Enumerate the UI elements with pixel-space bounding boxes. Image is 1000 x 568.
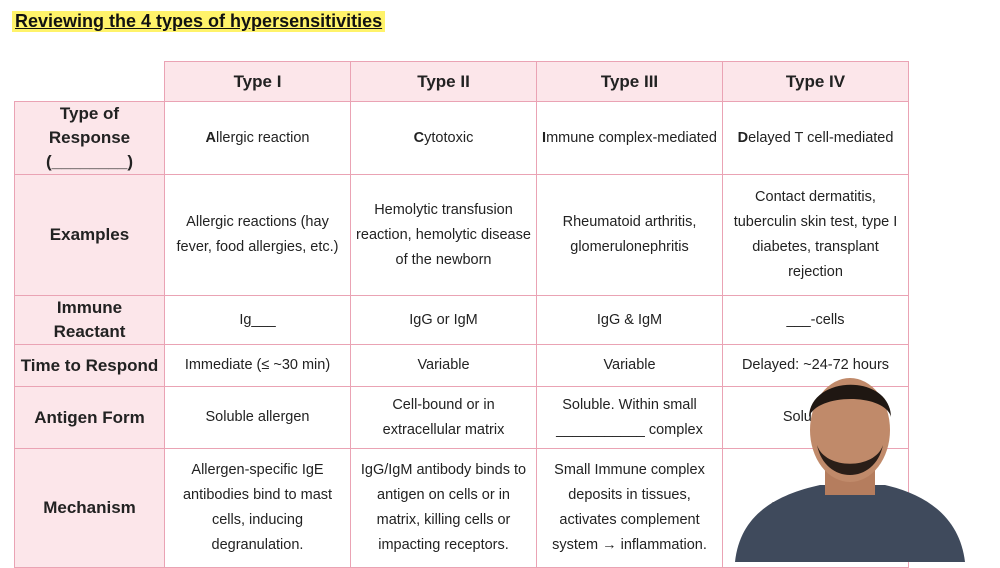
table-cell: Variable [350, 344, 537, 387]
table-cell: IgG/IgM antibody binds to antigen on cel… [350, 448, 537, 568]
row-header: Antigen Form [14, 386, 165, 449]
table-cell: Hemolytic transfusion reaction, hemolyti… [350, 174, 537, 296]
row-header: Examples [14, 174, 165, 296]
row-header: Type of Response (________) [14, 101, 165, 175]
column-header: Type III [536, 61, 723, 102]
table-cell: Small Immune complex deposits in tissues… [536, 448, 723, 568]
table-cell: Cytotoxic [350, 101, 537, 175]
table-cell: Delayed: ~24-72 hours [722, 344, 909, 387]
table-cell: Soluble allergen [164, 386, 351, 449]
table-cell: IgG & IgM [536, 295, 723, 345]
table-cell: Rheumatoid arthritis, glomerulonephritis [536, 174, 723, 296]
column-header: Type I [164, 61, 351, 102]
table-row: Time to Respond Immediate (≤ ~30 min) Vari… [14, 344, 909, 387]
presenter-video [735, 378, 965, 562]
corner [15, 62, 165, 102]
table-cell: Immediate (≤ ~30 min) [164, 344, 351, 387]
column-header: Type II [350, 61, 537, 102]
hypersensitivity-table: Type I Type II Type III Type IV Type of Res… [14, 61, 909, 568]
table-cell: Allergen-specific IgE antibodies bind to… [164, 448, 351, 568]
table-row: Examples Allergic reactions (hay fever, f… [14, 174, 909, 296]
table-cell: ___-cells [722, 295, 909, 345]
table-cell: Delayed T cell-mediated [722, 101, 909, 175]
table-row: Type of Response (________) Allergic reac… [14, 101, 909, 175]
table-cell: Variable [536, 344, 723, 387]
slide-title: Reviewing the 4 types of hypersensitivit… [12, 11, 386, 32]
table-cell: Immune complex-mediated [536, 101, 723, 175]
table-row: Immune Reactant Ig___ IgG or IgM IgG & IgM _… [14, 295, 909, 345]
table-cell: Ig___ [164, 295, 351, 345]
table-cell: Contact dermatitis, tuberculin skin test… [722, 174, 909, 296]
column-header: Type IV [722, 61, 909, 102]
row-header: Mechanism [14, 448, 165, 568]
header-row: Type I Type II Type III Type IV [15, 61, 909, 102]
table-cell: IgG or IgM [350, 295, 537, 345]
table-cell: Allergic reaction [164, 101, 351, 175]
table-cell: Allergic reactions (hay fever, food alle… [164, 174, 351, 296]
table-cell: Cell-bound or in extracellular matrix [350, 386, 537, 449]
row-header: Immune Reactant [14, 295, 165, 345]
row-header: Time to Respond [14, 344, 165, 387]
table-cell: Soluble. Within small ___________ comple… [536, 386, 723, 449]
